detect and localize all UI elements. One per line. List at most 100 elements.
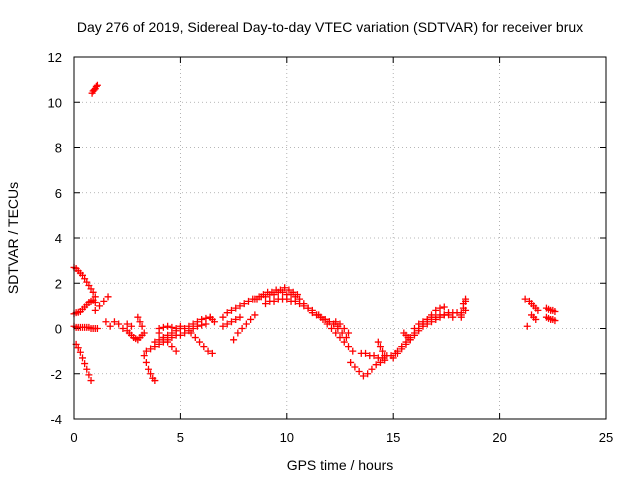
x-tick-label: 15 <box>386 430 400 445</box>
series-arc-2 <box>70 296 99 318</box>
data-point <box>232 304 240 312</box>
data-point <box>336 334 344 342</box>
data-point <box>110 318 118 326</box>
data-point <box>181 325 189 332</box>
data-point <box>336 320 344 328</box>
data-point <box>76 348 84 356</box>
y-tick-label: -2 <box>50 367 62 382</box>
y-tick-label: 2 <box>55 276 62 291</box>
data-point <box>398 343 406 351</box>
data-point <box>457 311 465 319</box>
data-point <box>440 303 448 311</box>
data-point <box>210 318 218 326</box>
data-point <box>521 295 529 303</box>
data-point <box>142 347 150 355</box>
data-point <box>227 318 235 326</box>
data-point <box>402 338 410 346</box>
data-point <box>251 295 259 303</box>
data-point <box>323 320 331 328</box>
data-point <box>308 309 316 317</box>
series-arc-8 <box>123 327 148 344</box>
data-point <box>287 291 295 299</box>
data-point <box>164 338 172 346</box>
data-point <box>155 329 163 337</box>
data-point <box>347 358 355 366</box>
data-point <box>240 300 248 308</box>
y-axis-label: SDTVAR / TECUs <box>5 182 21 294</box>
data-point <box>144 365 152 373</box>
data-point <box>376 343 384 351</box>
data-point <box>198 315 206 323</box>
data-point <box>193 318 201 326</box>
data-point <box>172 347 180 355</box>
data-point <box>89 288 97 296</box>
y-tick-label: 12 <box>48 50 62 65</box>
series-arc-4 <box>72 340 95 385</box>
data-point <box>355 367 363 375</box>
y-tick-label: -4 <box>50 412 62 427</box>
series-arc-7 <box>102 318 135 332</box>
data-point <box>191 334 199 342</box>
y-tick-label: 4 <box>55 231 62 246</box>
axis-tick-labels: 0 5 10 15 20 25 -4 -2 0 2 4 6 8 10 12 <box>48 50 614 445</box>
data-point <box>119 325 127 332</box>
data-point <box>91 306 99 314</box>
data-point <box>379 347 387 355</box>
data-point <box>79 354 87 362</box>
data-point <box>423 315 431 323</box>
data-point <box>374 338 382 346</box>
data-point <box>270 297 278 305</box>
data-point <box>230 336 238 344</box>
data-point <box>219 313 227 321</box>
data-point <box>281 284 289 292</box>
data-point <box>338 329 346 337</box>
data-point <box>285 286 293 294</box>
data-point <box>74 344 82 352</box>
data-point <box>276 286 284 294</box>
series-arc-15 <box>187 329 216 357</box>
series-arc-13 <box>155 322 184 332</box>
series-arc-19 <box>230 311 259 344</box>
data-point <box>93 81 101 89</box>
data-point <box>200 343 208 351</box>
data-point <box>87 377 95 385</box>
data-point <box>168 323 176 331</box>
data-point <box>81 360 89 368</box>
data-point <box>345 343 353 351</box>
data-point <box>436 304 444 312</box>
data-point <box>196 338 204 346</box>
series-arc-9 <box>134 313 146 330</box>
data-point <box>300 300 308 308</box>
data-point <box>236 302 244 310</box>
y-tick-label: 8 <box>55 141 62 156</box>
data-point <box>415 320 423 328</box>
series-arc-20 <box>251 284 301 303</box>
data-point <box>259 291 267 299</box>
data-point <box>381 352 389 360</box>
data-point <box>159 334 167 342</box>
data-point <box>362 349 370 357</box>
x-tick-label: 10 <box>280 430 294 445</box>
data-point <box>91 298 99 306</box>
data-point <box>370 352 378 360</box>
series-arc-27 <box>374 338 389 360</box>
data-point <box>223 309 231 317</box>
data-point <box>100 297 108 305</box>
data-point <box>462 295 470 303</box>
data-point <box>168 343 176 351</box>
x-tick-label: 0 <box>70 430 77 445</box>
data-point <box>372 361 380 369</box>
grid <box>74 57 606 419</box>
data-point <box>104 293 112 301</box>
data-point <box>296 295 304 303</box>
data-point <box>176 322 184 330</box>
data-point <box>342 334 350 342</box>
data-point <box>291 293 299 301</box>
data-point <box>410 325 418 332</box>
data-point <box>164 331 172 339</box>
data-point <box>142 358 150 366</box>
series-arc-6 <box>91 293 112 314</box>
plot-frame <box>73 56 607 420</box>
data-point <box>140 329 148 337</box>
